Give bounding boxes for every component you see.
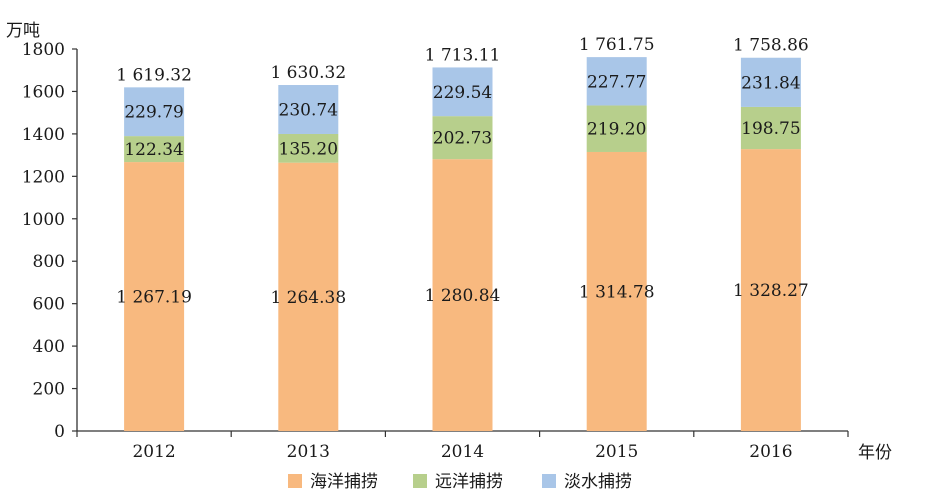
legend-swatch bbox=[542, 474, 556, 488]
bar-segment bbox=[432, 116, 493, 160]
data-label: 229.54 bbox=[433, 83, 492, 103]
data-label: 1 267.19 bbox=[116, 288, 192, 308]
bar-segment bbox=[740, 149, 801, 432]
y-tick-label: 1200 bbox=[22, 167, 65, 187]
legend-swatch bbox=[413, 474, 427, 488]
data-label: 122.34 bbox=[124, 140, 183, 160]
y-axis-unit: 万吨 bbox=[6, 21, 40, 41]
y-tick-label: 1000 bbox=[22, 210, 65, 230]
y-tick-label: 600 bbox=[33, 295, 65, 315]
data-label: 230.74 bbox=[279, 100, 338, 120]
y-tick-label: 0 bbox=[54, 422, 65, 442]
legend-label: 远洋捕捞 bbox=[435, 472, 503, 492]
y-tick-label: 1800 bbox=[22, 40, 65, 60]
x-axis-title: 年份 bbox=[858, 443, 892, 463]
bar-segment bbox=[586, 105, 647, 152]
total-label: 1 758.86 bbox=[733, 36, 809, 56]
data-label: 198.75 bbox=[741, 119, 800, 139]
total-label: 1 761.75 bbox=[579, 35, 655, 55]
data-label: 202.73 bbox=[433, 129, 492, 149]
bar-segment bbox=[740, 57, 801, 107]
bar-segment bbox=[124, 87, 185, 137]
y-tick-label: 1400 bbox=[22, 125, 65, 145]
bar-segment bbox=[432, 159, 493, 431]
data-label: 1 314.78 bbox=[579, 282, 655, 302]
y-tick-label: 800 bbox=[33, 252, 65, 272]
data-label: 227.77 bbox=[587, 72, 646, 92]
data-label: 1 264.38 bbox=[270, 288, 346, 308]
bar-segment bbox=[278, 133, 339, 163]
x-tick-label: 2012 bbox=[132, 442, 175, 462]
x-tick-label: 2014 bbox=[441, 442, 484, 462]
data-label: 1 280.84 bbox=[425, 286, 501, 306]
bar-segment bbox=[124, 136, 185, 163]
data-label: 219.20 bbox=[587, 120, 646, 140]
bar-segment bbox=[586, 57, 647, 106]
bar-segment bbox=[278, 85, 339, 134]
y-tick-label: 1600 bbox=[22, 82, 65, 102]
bar-segment bbox=[586, 151, 647, 431]
bar-segment bbox=[278, 162, 339, 431]
x-tick-label: 2015 bbox=[595, 442, 638, 462]
total-label: 1 619.32 bbox=[116, 65, 192, 85]
x-tick-label: 2016 bbox=[749, 442, 792, 462]
data-label: 135.20 bbox=[279, 139, 338, 159]
data-label: 229.79 bbox=[124, 103, 183, 123]
bar-segment bbox=[432, 67, 493, 117]
legend-label: 海洋捕捞 bbox=[310, 472, 378, 492]
bar-segment bbox=[740, 106, 801, 150]
data-label: 1 328.27 bbox=[733, 281, 809, 301]
x-tick-label: 2013 bbox=[287, 442, 330, 462]
legend-label: 淡水捕捞 bbox=[564, 472, 632, 492]
legend: 海洋捕捞 远洋捕捞 淡水捕捞 bbox=[288, 472, 632, 492]
y-tick-label: 200 bbox=[33, 380, 65, 400]
total-label: 1 713.11 bbox=[425, 45, 501, 65]
total-label: 1 630.32 bbox=[270, 63, 346, 83]
y-tick-label: 400 bbox=[33, 337, 65, 357]
data-label: 231.84 bbox=[741, 73, 800, 93]
plot-area: 0 200 400 600 800 1000 1200 1400 1600 1800 1 267.1… bbox=[22, 35, 849, 462]
bar-segment bbox=[124, 162, 185, 431]
legend-swatch bbox=[288, 474, 302, 488]
